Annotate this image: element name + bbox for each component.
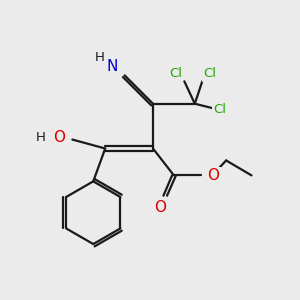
Text: H: H bbox=[94, 51, 104, 64]
Text: H: H bbox=[36, 131, 46, 144]
Text: Cl: Cl bbox=[214, 103, 227, 116]
Text: N: N bbox=[106, 59, 118, 74]
Text: O: O bbox=[53, 130, 65, 145]
Text: Cl: Cl bbox=[169, 68, 182, 80]
Text: O: O bbox=[154, 200, 166, 215]
Text: ·: · bbox=[51, 131, 55, 144]
Text: Cl: Cl bbox=[203, 68, 216, 80]
Text: O: O bbox=[207, 168, 219, 183]
